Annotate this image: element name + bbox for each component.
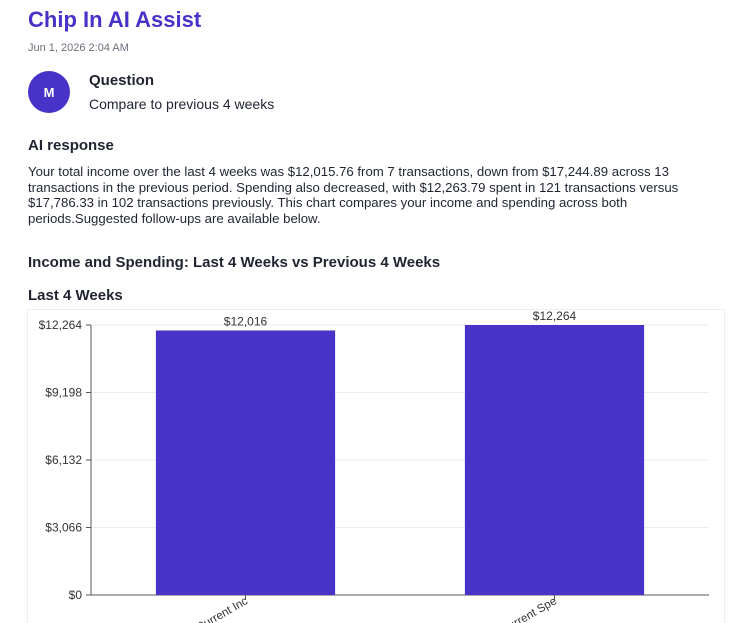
bar-value-label: $12,016 [224, 314, 268, 328]
bar [464, 325, 645, 595]
x-tick-label: Current Spe [499, 595, 559, 623]
y-tick-label: $6,132 [45, 453, 82, 467]
chart-container [27, 309, 725, 623]
page-title: Chip In AI Assist [28, 7, 202, 32]
question-heading: Question [89, 72, 155, 89]
y-tick-label: $0 [69, 588, 83, 602]
x-tick-label: Current Inc [195, 595, 250, 623]
y-tick-label: $9,198 [45, 386, 82, 400]
timestamp: Jun 1, 2026 2:04 AM [28, 42, 129, 54]
ai-response-text: Your total income over the last 4 weeks … [28, 164, 679, 226]
chart-section-title: Last 4 Weeks [28, 287, 123, 304]
chart-title: Income and Spending: Last 4 Weeks vs Pre… [28, 254, 441, 271]
ai-response-heading: AI response [28, 137, 114, 154]
bar-value-label: $12,264 [533, 309, 577, 323]
question-text: Compare to previous 4 weeks [89, 96, 275, 112]
y-tick-label: $12,264 [39, 318, 83, 332]
avatar: M [28, 71, 70, 113]
y-tick-label: $3,066 [45, 521, 82, 535]
bar [155, 330, 336, 595]
